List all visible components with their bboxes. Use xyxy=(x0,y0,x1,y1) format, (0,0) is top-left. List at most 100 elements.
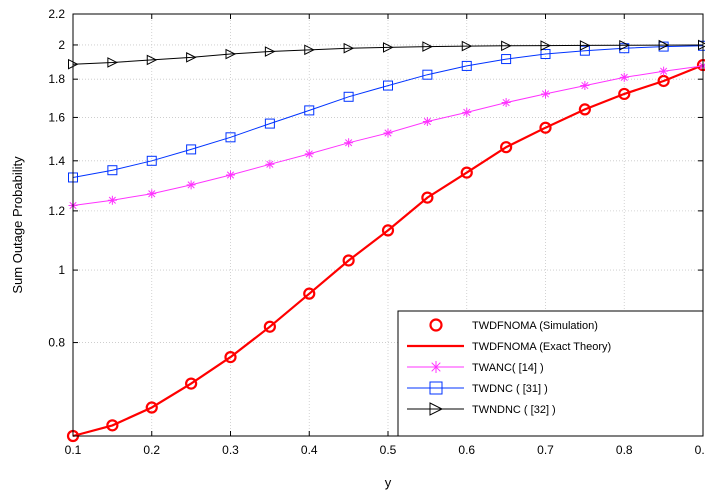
series-line xyxy=(72,64,704,438)
data-point xyxy=(344,138,354,148)
data-point xyxy=(264,46,276,57)
legend-label: TWDFNOMA (Simulation) xyxy=(472,320,598,332)
series-1 xyxy=(72,64,704,438)
data-point xyxy=(304,105,315,116)
data-point xyxy=(461,40,473,52)
data-point xyxy=(106,419,119,432)
data-point xyxy=(618,87,631,101)
data-point xyxy=(185,377,198,390)
data-point xyxy=(619,39,630,51)
x-tick-label: 0.8 xyxy=(616,443,633,457)
data-point xyxy=(146,155,157,166)
data-point xyxy=(304,44,315,56)
data-point xyxy=(657,74,670,88)
x-tick-label: 0.5 xyxy=(380,443,397,457)
y-tick-label: 1 xyxy=(58,263,65,277)
legend-marker xyxy=(429,381,443,395)
data-point xyxy=(107,165,118,176)
legend-item: TWDFNOMA (Exact Theory) xyxy=(407,341,611,353)
data-point xyxy=(461,60,472,71)
data-point xyxy=(421,191,434,204)
series-line xyxy=(72,44,704,65)
data-point xyxy=(303,287,316,300)
legend-marker xyxy=(430,361,442,373)
data-point xyxy=(422,69,433,80)
y-axis-label: Sum Outage Probability xyxy=(10,156,25,294)
legend-item: TWNDNC ( [32] ) xyxy=(407,402,556,416)
series-0 xyxy=(66,58,705,443)
y-tick-label: 2.2 xyxy=(48,7,65,21)
x-tick-label: 0.6 xyxy=(458,443,475,457)
data-point xyxy=(501,98,511,108)
y-tick-label: 2 xyxy=(58,38,65,52)
data-point xyxy=(540,40,552,51)
legend-marker xyxy=(429,402,444,416)
data-point xyxy=(107,57,118,68)
data-point xyxy=(263,320,276,333)
data-point xyxy=(342,254,355,267)
x-axis-label: y xyxy=(385,475,392,490)
data-point xyxy=(540,49,551,60)
data-point xyxy=(659,66,669,76)
data-point xyxy=(462,107,472,117)
tick-layer: 0.1 0.2 0.3 0.4 0.5 0.6 0.7 0.8 0.9 0.8 1 1.2 1.4 1.6… xyxy=(48,7,705,457)
data-point xyxy=(579,40,591,51)
data-point xyxy=(501,40,512,52)
legend-box xyxy=(397,310,704,437)
series-4 xyxy=(68,39,705,70)
data-point xyxy=(501,54,512,65)
data-point xyxy=(422,41,433,52)
data-point xyxy=(381,224,395,237)
data-point xyxy=(225,48,237,60)
y-tick-label: 1.8 xyxy=(48,72,65,86)
data-point xyxy=(147,189,157,199)
data-point xyxy=(225,132,236,143)
data-point xyxy=(343,42,355,54)
x-tick-label: 0.2 xyxy=(143,443,160,457)
x-tick-label: 0.4 xyxy=(301,443,318,457)
data-point xyxy=(460,166,473,179)
series-layer xyxy=(66,39,705,443)
series-2 xyxy=(68,61,705,211)
legend-label: TWNDNC ( [32] ) xyxy=(472,404,556,416)
legend-item: TWANC( [14] ) xyxy=(407,361,544,374)
x-tick-label: 0.7 xyxy=(537,443,554,457)
data-point xyxy=(224,350,237,364)
data-point xyxy=(145,401,158,414)
legend: TWDFNOMA (Simulation) TWDFNOMA (Exact The… xyxy=(397,310,704,437)
data-point xyxy=(422,117,432,127)
x-tick-label: 0.1 xyxy=(65,443,82,457)
data-point xyxy=(186,180,196,190)
y-tick-label: 1.2 xyxy=(48,204,65,218)
series-line xyxy=(72,45,704,178)
data-point xyxy=(383,42,394,53)
data-point xyxy=(343,91,354,102)
x-tick-label: 0.9 xyxy=(695,443,705,457)
data-point xyxy=(226,170,235,180)
data-point xyxy=(500,141,513,154)
data-point xyxy=(265,159,275,169)
data-point xyxy=(186,52,197,63)
data-point xyxy=(579,45,590,56)
y-tick-label: 1.4 xyxy=(48,154,65,168)
data-point xyxy=(186,144,197,155)
data-point xyxy=(539,121,552,134)
data-point xyxy=(264,118,275,129)
legend-marker xyxy=(429,318,443,332)
data-point xyxy=(541,89,550,99)
data-point xyxy=(146,54,158,66)
legend-item: TWDFNOMA (Simulation) xyxy=(429,318,598,332)
data-point xyxy=(383,128,393,138)
data-point xyxy=(658,39,670,51)
data-point xyxy=(383,80,393,91)
data-point xyxy=(578,103,591,116)
y-tick-label: 1.6 xyxy=(48,110,65,124)
data-point xyxy=(619,72,629,82)
data-point xyxy=(107,195,117,205)
legend-item: TWDNC ( [31] ) xyxy=(407,381,548,395)
legend-label: TWANC( [14] ) xyxy=(472,362,544,374)
data-point xyxy=(580,81,590,91)
data-point xyxy=(304,149,314,159)
y-tick-label: 0.8 xyxy=(48,336,65,350)
